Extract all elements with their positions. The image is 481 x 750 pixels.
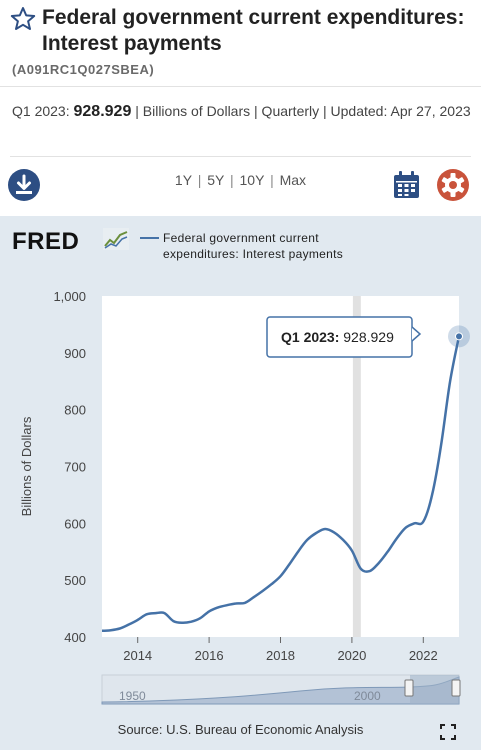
period-label: Q1 2023: bbox=[12, 103, 70, 119]
y-tick-label: 500 bbox=[64, 573, 86, 588]
settings-button[interactable] bbox=[437, 169, 469, 201]
tooltip-pointer bbox=[411, 326, 422, 342]
x-tick-label: 2020 bbox=[337, 648, 366, 663]
navigator-label: 1950 bbox=[119, 689, 146, 703]
y-tick-label: 600 bbox=[64, 516, 86, 531]
separator: | bbox=[197, 172, 202, 188]
y-axis-label: Billions of Dollars bbox=[19, 416, 34, 516]
fred-logo-chart-icon bbox=[103, 228, 129, 250]
y-tick-label: 400 bbox=[64, 630, 86, 645]
divider bbox=[0, 86, 481, 87]
navigator-window bbox=[410, 675, 459, 704]
range-max[interactable]: Max bbox=[279, 172, 307, 188]
legend-label: Federal government current expenditures:… bbox=[163, 231, 344, 261]
tooltip-text: Q1 2023: 928.929 bbox=[281, 329, 394, 345]
series-line bbox=[101, 336, 461, 632]
navigator-handle-left[interactable] bbox=[404, 679, 414, 697]
recession-band bbox=[352, 296, 361, 637]
divider bbox=[10, 156, 471, 157]
x-tick-label: 2016 bbox=[195, 648, 224, 663]
tooltip-value: 928.929 bbox=[339, 329, 394, 345]
series-id: (A091RC1Q027SBEA) bbox=[12, 62, 155, 77]
calendar-icon[interactable] bbox=[393, 171, 420, 199]
y-tick-label: 900 bbox=[64, 346, 86, 361]
navigator-label: 2000 bbox=[354, 689, 381, 703]
page-title: Federal government current expenditures:… bbox=[42, 6, 465, 55]
tooltip-label: Q1 2023: bbox=[281, 329, 339, 345]
fred-logo: FRED bbox=[12, 228, 80, 255]
download-icon bbox=[16, 174, 32, 194]
range-5y[interactable]: 5Y bbox=[207, 172, 225, 188]
data-point-highlight[interactable] bbox=[455, 332, 463, 341]
download-button[interactable] bbox=[8, 169, 40, 201]
line-chart: 400 500 600 700 800 900 1,000 2014 2016 2018 2020 2… bbox=[19, 289, 470, 705]
meta-details: | Billions of Dollars | Quarterly | Upda… bbox=[135, 103, 471, 119]
gear-icon bbox=[441, 173, 465, 197]
range-1y[interactable]: 1Y bbox=[174, 172, 192, 188]
series-header: Federal government current expenditures:… bbox=[0, 0, 481, 90]
fullscreen-icon[interactable] bbox=[440, 724, 456, 740]
legend-swatch bbox=[140, 237, 159, 239]
star-icon[interactable] bbox=[10, 6, 36, 32]
range-selector: 1Y | 5Y | 10Y | Max bbox=[0, 172, 481, 188]
latest-value: 928.929 bbox=[73, 103, 132, 120]
x-tick-label: 2018 bbox=[266, 648, 295, 663]
range-10y[interactable]: 10Y bbox=[239, 172, 265, 188]
separator: | bbox=[229, 172, 234, 188]
x-tick-label: 2014 bbox=[123, 648, 152, 663]
series-meta: Q1 2023: 928.929 | Billions of Dollars |… bbox=[12, 100, 472, 123]
y-tick-label: 1,000 bbox=[53, 289, 86, 304]
x-tick-label: 2022 bbox=[409, 648, 438, 663]
y-tick-label: 800 bbox=[64, 403, 86, 418]
navigator-handle-right[interactable] bbox=[451, 679, 461, 697]
y-tick-label: 700 bbox=[64, 460, 86, 475]
separator: | bbox=[270, 172, 274, 188]
chart-source: Source: U.S. Bureau of Economic Analysis bbox=[117, 722, 364, 737]
